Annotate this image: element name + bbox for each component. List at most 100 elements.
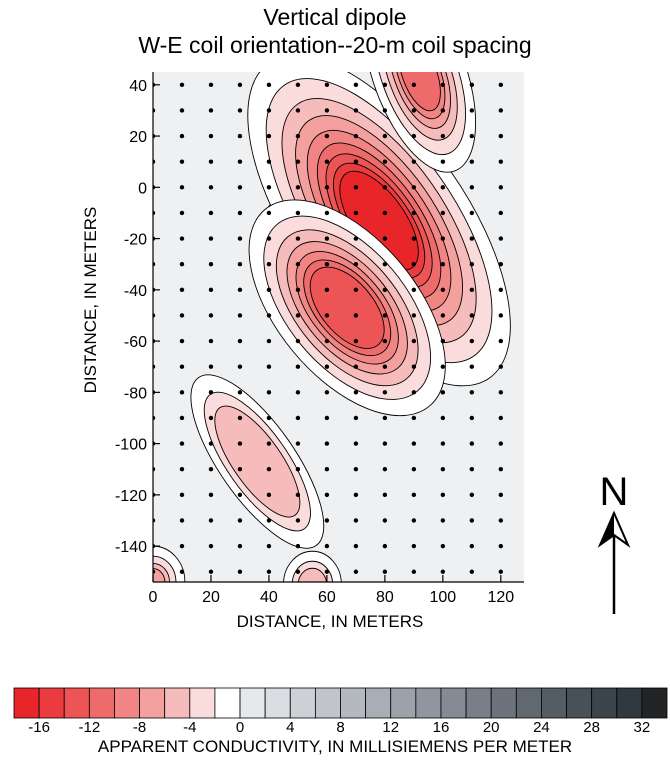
colorbar-tick-label: 20 (483, 719, 500, 736)
station-dot (353, 492, 359, 498)
station-dot (440, 415, 446, 421)
station-dot (411, 390, 417, 395)
station-dot (237, 185, 243, 190)
station-dot (353, 159, 359, 164)
colorbar-swatch (289, 687, 316, 719)
station-dot (353, 338, 359, 344)
colorbar-swatch (465, 687, 492, 719)
station-dot (266, 82, 272, 88)
station-dot (469, 338, 475, 344)
station-dot (440, 108, 446, 113)
axes (152, 72, 524, 583)
station-dot (411, 338, 417, 344)
station-dot (440, 82, 446, 88)
station-dot (295, 108, 301, 113)
station-dot (208, 210, 214, 216)
station-dot (353, 467, 359, 472)
y-tick-label: 0 (138, 180, 147, 197)
station-dot (440, 313, 446, 318)
station-dot (295, 492, 301, 498)
station-dot (382, 441, 388, 446)
station-dot (179, 185, 185, 190)
station-dot (353, 262, 359, 267)
station-dot (324, 492, 330, 498)
x-axis-label: DISTANCE, IN METERS (237, 612, 424, 631)
station-dot (382, 338, 388, 344)
station-dot (324, 287, 330, 293)
station-dot (208, 159, 214, 164)
station-dot (237, 543, 243, 549)
station-dot (382, 108, 388, 113)
station-dot (208, 262, 214, 267)
station-dot (440, 236, 446, 241)
colorbar-swatch (38, 687, 65, 719)
station-dot (411, 236, 417, 241)
station-dot (411, 313, 417, 318)
station-dot (208, 543, 214, 549)
station-dot (179, 441, 185, 446)
station-dot (208, 441, 214, 446)
station-dot (411, 210, 417, 216)
colorbar-swatch (214, 687, 241, 719)
station-dot (469, 569, 475, 574)
station-dot (237, 313, 243, 318)
station-dot (353, 543, 359, 549)
station-dot (266, 236, 272, 241)
station-dot (179, 287, 185, 293)
contour-band (398, 72, 441, 112)
colorbar-swatch (591, 687, 618, 719)
station-dot (237, 338, 243, 344)
station-dot (208, 82, 214, 88)
y-tick-label: -100 (115, 437, 147, 454)
station-dot (469, 415, 475, 421)
station-dot (237, 467, 243, 472)
station-dot (353, 108, 359, 113)
station-dot (324, 133, 330, 139)
station-dot (324, 185, 330, 190)
colorbar-swatch (490, 687, 517, 719)
station-dot (266, 185, 272, 190)
colorbar-tick-label: 16 (433, 719, 450, 736)
contour-band (214, 405, 301, 518)
station-dot (179, 159, 185, 164)
station-dot (179, 338, 185, 344)
station-dot (208, 364, 214, 369)
station-dot (382, 210, 388, 216)
station-dot (324, 569, 330, 574)
station-dot (237, 82, 243, 88)
colorbar-swatch (365, 687, 392, 719)
station-dot (411, 133, 417, 139)
station-dot (382, 492, 388, 498)
station-dot (237, 415, 243, 421)
colorbar-swatch (515, 687, 542, 719)
y-tick-label: -140 (115, 539, 147, 556)
station-dot (498, 82, 504, 88)
station-dot (469, 543, 475, 549)
station-dot (498, 415, 504, 421)
colorbar-tick-label: 0 (236, 719, 244, 736)
station-dot (498, 492, 504, 498)
station-dot (498, 364, 504, 369)
station-dot (498, 390, 504, 395)
colorbar-swatch (641, 687, 668, 719)
station-dot (353, 569, 359, 574)
y-tick-label: -40 (124, 283, 147, 300)
station-dot (440, 133, 446, 139)
station-dot (208, 390, 214, 395)
station-dot (179, 262, 185, 267)
x-tick-label: 40 (260, 589, 278, 606)
station-dot (353, 518, 359, 523)
station-dot (266, 262, 272, 267)
y-tick-label: 20 (129, 129, 147, 146)
station-dot (208, 518, 214, 523)
station-dot (498, 185, 504, 190)
station-dot (469, 210, 475, 216)
station-dot (208, 236, 214, 241)
station-dot (498, 569, 504, 574)
station-dot (411, 492, 417, 498)
station-dot (469, 287, 475, 293)
station-dot (469, 82, 475, 88)
colorbar-tick-label: 12 (382, 719, 399, 736)
station-dot (411, 159, 417, 164)
